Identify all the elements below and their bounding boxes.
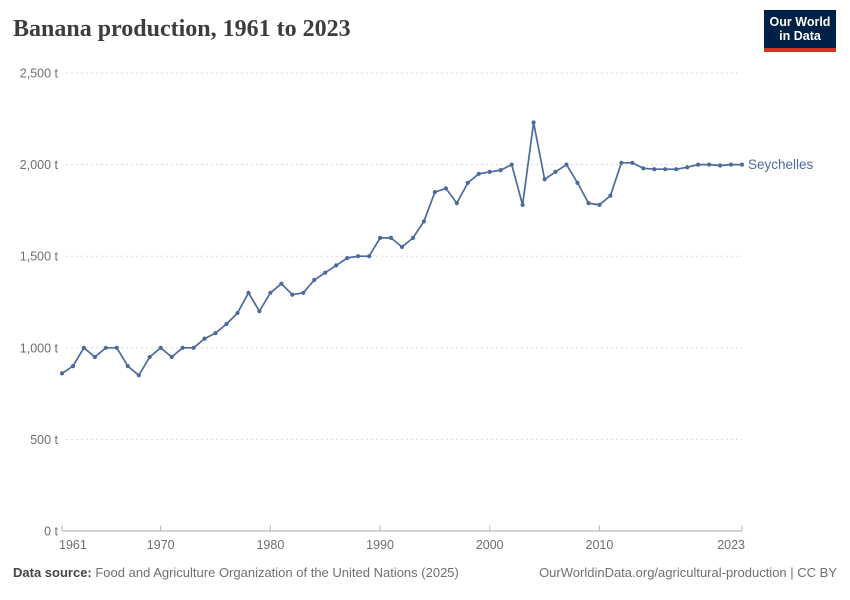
x-axis-tick-label: 2010 <box>586 538 614 552</box>
x-axis-tick-label: 1961 <box>59 538 87 552</box>
data-point-marker[interactable] <box>575 180 580 185</box>
data-point-marker[interactable] <box>739 162 745 167</box>
y-axis-tick-label: 1,500 t <box>20 250 59 264</box>
data-point-marker[interactable] <box>564 162 569 167</box>
data-point-marker[interactable] <box>399 244 405 250</box>
data-point-marker[interactable] <box>378 235 383 240</box>
owid-logo[interactable]: Our World in Data <box>764 10 836 52</box>
data-point-marker[interactable] <box>103 345 108 350</box>
data-source-note: Data source: Food and Agriculture Organi… <box>13 565 459 580</box>
x-axis-tick-label: 1970 <box>147 538 175 552</box>
series-entity-label[interactable]: Seychelles <box>748 156 814 172</box>
data-point-marker[interactable] <box>345 255 350 261</box>
data-point-marker[interactable] <box>707 162 712 167</box>
y-axis-tick-label: 2,500 t <box>20 67 59 81</box>
data-point-marker[interactable] <box>224 321 229 327</box>
data-point-marker[interactable] <box>268 290 273 295</box>
data-point-marker[interactable] <box>696 162 701 167</box>
data-point-marker[interactable] <box>542 177 547 182</box>
data-point-marker[interactable] <box>257 309 262 314</box>
data-point-marker[interactable] <box>685 165 690 170</box>
data-point-marker[interactable] <box>246 290 251 295</box>
data-point-marker[interactable] <box>334 263 339 268</box>
data-point-marker[interactable] <box>652 167 657 172</box>
credit-link[interactable]: OurWorldinData.org/agricultural-producti… <box>539 565 837 580</box>
y-axis-tick-label: 1,000 t <box>20 341 59 355</box>
data-point-marker[interactable] <box>213 331 218 336</box>
x-axis-tick-label: 1980 <box>256 538 284 552</box>
data-point-marker[interactable] <box>367 254 372 259</box>
x-axis-tick-label: 2023 <box>717 538 745 552</box>
data-point-marker[interactable] <box>608 193 613 198</box>
data-point-marker[interactable] <box>312 277 317 283</box>
data-point-marker[interactable] <box>586 201 591 206</box>
data-point-marker[interactable] <box>465 180 470 185</box>
data-point-marker[interactable] <box>718 163 723 168</box>
data-point-marker[interactable] <box>674 167 679 172</box>
x-axis-tick-label: 2000 <box>476 538 504 552</box>
data-point-marker[interactable] <box>202 336 207 341</box>
data-point-marker[interactable] <box>432 190 437 195</box>
data-point-marker[interactable] <box>356 254 361 259</box>
data-point-marker[interactable] <box>81 345 86 350</box>
data-point-marker[interactable] <box>531 120 536 125</box>
data-point-marker[interactable] <box>388 235 394 240</box>
data-point-marker[interactable] <box>158 345 163 350</box>
data-point-marker[interactable] <box>70 364 76 369</box>
chart-footer: Data source: Food and Agriculture Organi… <box>13 565 837 580</box>
owid-logo-line2: in Data <box>779 29 821 43</box>
y-axis-tick-label: 2,000 t <box>20 158 59 172</box>
data-point-marker[interactable] <box>279 281 284 286</box>
data-point-marker[interactable] <box>301 290 306 295</box>
data-point-marker[interactable] <box>235 310 240 316</box>
data-point-marker[interactable] <box>59 371 65 376</box>
data-point-marker[interactable] <box>476 171 481 176</box>
data-point-marker[interactable] <box>597 202 602 207</box>
data-point-marker[interactable] <box>641 166 646 171</box>
data-point-marker[interactable] <box>443 186 448 191</box>
data-point-marker[interactable] <box>180 345 185 350</box>
data-point-marker[interactable] <box>114 345 119 350</box>
x-axis-tick-label: 1990 <box>366 538 394 552</box>
data-point-marker[interactable] <box>136 373 141 378</box>
data-source-label: Data source: <box>13 565 92 580</box>
data-point-marker[interactable] <box>663 167 668 172</box>
data-point-marker[interactable] <box>728 162 734 167</box>
data-point-marker[interactable] <box>553 169 558 174</box>
data-point-marker[interactable] <box>323 270 328 275</box>
y-axis-tick-label: 500 t <box>30 433 58 447</box>
page-title: Banana production, 1961 to 2023 <box>13 16 351 42</box>
data-point-marker[interactable] <box>191 345 196 350</box>
data-point-marker[interactable] <box>509 162 514 167</box>
data-point-marker[interactable] <box>92 354 97 360</box>
y-axis-tick-label: 0 t <box>44 525 58 539</box>
data-point-marker[interactable] <box>487 169 492 174</box>
data-point-marker[interactable] <box>520 202 525 207</box>
data-point-marker[interactable] <box>630 160 635 165</box>
data-point-marker[interactable] <box>498 168 503 173</box>
data-source-text: Food and Agriculture Organization of the… <box>91 565 459 580</box>
data-point-marker[interactable] <box>290 292 295 297</box>
owid-logo-line1: Our World <box>769 15 831 29</box>
data-point-marker[interactable] <box>169 354 174 360</box>
data-point-marker[interactable] <box>410 235 416 240</box>
data-point-marker[interactable] <box>619 160 624 165</box>
data-point-marker[interactable] <box>421 219 426 224</box>
data-point-marker[interactable] <box>147 354 152 360</box>
data-point-marker[interactable] <box>454 201 459 206</box>
data-point-marker[interactable] <box>125 364 130 369</box>
